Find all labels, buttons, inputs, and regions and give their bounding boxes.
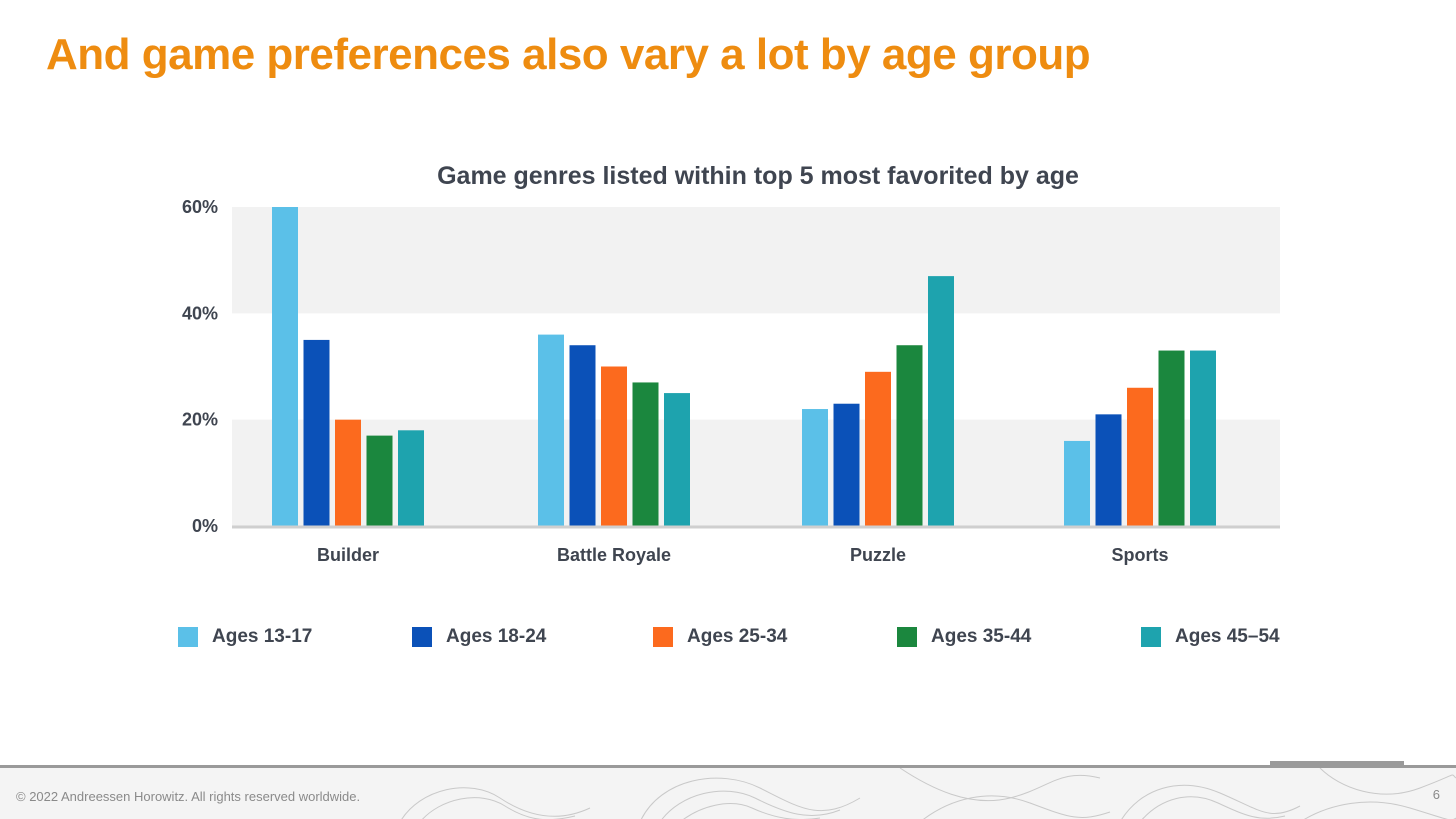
legend-label: Ages 45–54 [1175,626,1280,647]
topographic-pattern [401,768,1456,819]
x-category-label: Puzzle [850,545,906,565]
chart-title: Game genres listed within top 5 most fav… [437,162,1079,190]
bar-puzzle-series-2 [833,403,860,526]
bar-puzzle-series-3 [865,371,891,526]
legend-swatch [653,627,673,647]
page-number: 6 [1432,787,1440,802]
legend-label: Ages 13-17 [212,626,313,647]
bar-builder-series-4 [366,435,393,526]
y-tick-label: 0% [192,516,218,536]
bar-battle-royale-series-4 [632,382,659,526]
bar-puzzle-series-1 [802,409,828,526]
chart-legend: Ages 13-17 Ages 18-24 Ages 25-34 Ages 35-44… [178,623,1308,651]
grid-band [232,207,1280,314]
legend-swatch [897,627,917,647]
legend-item: Ages 18-24 [412,623,546,651]
bar-puzzle-series-4 [896,345,923,526]
bar-builder-series-3 [335,419,361,526]
bar-battle-royale-series-2 [569,345,596,526]
bar-builder-series-2 [303,339,330,526]
legend-item: Ages 13-17 [178,623,312,651]
bar-chart: Game genres listed within top 5 most fav… [182,162,1280,565]
legend-item: Ages 35-44 [897,623,1031,651]
legend-item: Ages 45–54 [1141,623,1280,651]
bar-sports-series-3 [1127,387,1153,526]
y-tick-label: 20% [182,410,218,430]
footer: © 2022 Andreessen Horowitz. All rights r… [0,765,1456,819]
x-category-label: Battle Royale [557,545,671,565]
bar-builder-series-5 [398,430,424,526]
bar-battle-royale-series-1 [538,334,564,526]
x-category-label: Builder [317,545,379,565]
bar-puzzle-series-5 [928,276,954,526]
y-tick-label: 60% [182,197,218,217]
y-tick-label: 40% [182,303,218,323]
bar-sports-series-1 [1064,440,1090,526]
legend-label: Ages 18-24 [446,626,547,647]
legend-label: Ages 35-44 [931,626,1032,647]
legend-swatch [412,627,432,647]
footer-copyright: © 2022 Andreessen Horowitz. All rights r… [16,789,361,804]
legend-swatch [1141,627,1161,647]
bar-builder-series-1 [272,207,298,526]
legend-item: Ages 25-34 [653,623,787,651]
bar-sports-series-5 [1190,350,1216,526]
bar-sports-series-4 [1158,350,1185,526]
legend-label: Ages 25-34 [687,626,788,647]
slide-title: And game preferences also vary a lot by … [46,30,1091,79]
bar-battle-royale-series-3 [601,366,627,526]
x-category-label: Sports [1111,545,1168,565]
bar-sports-series-2 [1095,414,1122,526]
legend-swatch [178,627,198,647]
bar-battle-royale-series-5 [664,393,690,526]
